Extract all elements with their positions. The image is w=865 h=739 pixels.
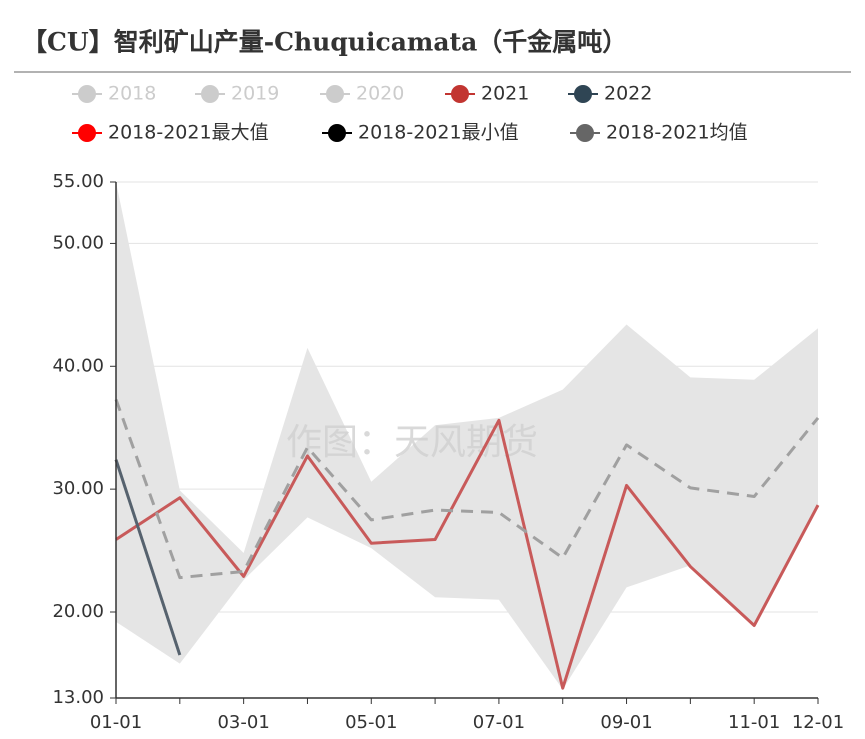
x-tick-label: 05-01	[345, 712, 397, 733]
legend-label: 2019	[231, 83, 279, 105]
legend-marker	[326, 85, 344, 103]
y-tick-label: 20.00	[52, 601, 104, 622]
x-tick-label: 11-01	[728, 712, 780, 733]
legend-marker	[576, 124, 594, 142]
series-line	[114, 398, 820, 580]
legend-marker	[451, 85, 469, 103]
y-tick-label: 13.00	[52, 687, 104, 708]
series-line	[114, 459, 182, 656]
legend-marker	[78, 124, 96, 142]
legend-label: 2018	[108, 83, 156, 105]
chart-title: 【CU】智利矿山产量-Chuquicamata（千金属吨）	[22, 28, 627, 57]
legend-label: 2018-2021最大值	[108, 122, 269, 144]
legend-label: 2021	[481, 83, 529, 105]
y-tick-label: 50.00	[52, 232, 104, 253]
x-tick-label: 03-01	[217, 712, 269, 733]
legend-item: 2018-2021最大值	[72, 122, 269, 144]
legend-item: 2022	[568, 83, 652, 105]
x-tick-label: 12-01	[792, 712, 844, 733]
legend-item: 2021	[445, 83, 529, 105]
legend-label: 2018-2021最小值	[358, 122, 519, 144]
x-tick-label: 09-01	[600, 712, 652, 733]
legend-marker	[78, 85, 96, 103]
series-line	[115, 418, 820, 690]
legend-marker	[328, 124, 346, 142]
legend-label: 2022	[604, 83, 652, 105]
legend-item: 2020	[320, 83, 404, 105]
legend-item: 2018-2021均值	[570, 122, 748, 144]
y-tick-label: 55.00	[52, 171, 104, 192]
legend-item: 2018	[72, 83, 156, 105]
legend-label: 2020	[356, 83, 404, 105]
y-tick-label: 40.00	[52, 355, 104, 376]
range-band	[116, 182, 818, 690]
legend-marker	[201, 85, 219, 103]
x-tick-label: 01-01	[90, 712, 142, 733]
x-tick-label: 07-01	[473, 712, 525, 733]
legend-item: 2019	[195, 83, 279, 105]
y-tick-label: 30.00	[52, 478, 104, 499]
legend-item: 2018-2021最小值	[322, 122, 519, 144]
legend-label: 2018-2021均值	[606, 122, 748, 144]
legend-marker	[574, 85, 592, 103]
